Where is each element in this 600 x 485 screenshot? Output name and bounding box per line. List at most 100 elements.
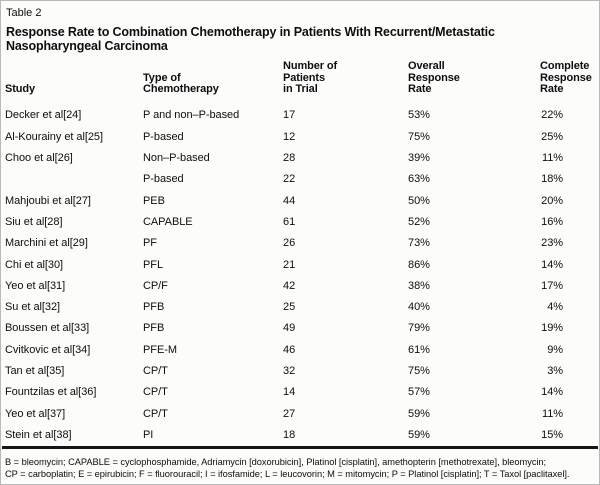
cell-study: Siu et al[28] bbox=[5, 215, 63, 228]
cell-chemotherapy-type: PFE-M bbox=[143, 343, 177, 356]
table-row: Decker et al[24] P and non–P-based 17 53… bbox=[5, 105, 595, 126]
cell-chemotherapy-type: PFB bbox=[143, 301, 165, 314]
cell-patients-in-trial: 42 bbox=[283, 279, 296, 292]
cell-chemotherapy-type: PFL bbox=[143, 258, 164, 271]
cell-chemotherapy-type: CAPABLE bbox=[143, 215, 193, 228]
table-row: Mahjoubi et al[27] PEB 44 50% 20% bbox=[5, 190, 595, 211]
cell-overall-response-rate: 39% bbox=[408, 152, 430, 165]
cell-overall-response-rate: 40% bbox=[408, 301, 430, 314]
cell-study: Stein et al[38] bbox=[5, 428, 72, 441]
cell-chemotherapy-type: PI bbox=[143, 428, 154, 441]
cell-complete-response-rate: 3% bbox=[547, 364, 563, 377]
cell-complete-response-rate: 16% bbox=[541, 215, 563, 228]
cell-overall-response-rate: 63% bbox=[408, 173, 430, 186]
response-rate-table: Study Type of Chemotherapy Number of Pat… bbox=[5, 60, 595, 446]
cell-overall-response-rate: 53% bbox=[408, 109, 430, 122]
cell-patients-in-trial: 18 bbox=[283, 428, 296, 441]
cell-patients-in-trial: 27 bbox=[283, 407, 296, 420]
cell-complete-response-rate: 15% bbox=[541, 428, 563, 441]
cell-study: Tan et al[35] bbox=[5, 364, 65, 377]
table-label: Table 2 bbox=[6, 7, 42, 19]
cell-chemotherapy-type: P-based bbox=[143, 130, 184, 143]
cell-patients-in-trial: 17 bbox=[283, 109, 296, 122]
table-row: P-based 22 63% 18% bbox=[5, 169, 595, 190]
cell-complete-response-rate: 22% bbox=[541, 109, 563, 122]
cell-study: Yeo et al[31] bbox=[5, 279, 66, 292]
cell-study: Marchini et al[29] bbox=[5, 237, 88, 250]
cell-complete-response-rate: 11% bbox=[541, 407, 563, 420]
cell-overall-response-rate: 79% bbox=[408, 322, 430, 335]
cell-study: Al-Kourainy et al[25] bbox=[5, 130, 104, 143]
cell-patients-in-trial: 21 bbox=[283, 258, 296, 271]
column-header-study: Study bbox=[5, 83, 36, 96]
cell-complete-response-rate: 18% bbox=[541, 173, 563, 186]
cell-chemotherapy-type: PEB bbox=[143, 194, 165, 207]
cell-patients-in-trial: 44 bbox=[283, 194, 296, 207]
cell-overall-response-rate: 75% bbox=[408, 364, 430, 377]
table-title: Response Rate to Combination Chemotherap… bbox=[6, 25, 495, 53]
cell-patients-in-trial: 61 bbox=[283, 215, 296, 228]
cell-overall-response-rate: 59% bbox=[408, 428, 430, 441]
cell-complete-response-rate: 14% bbox=[541, 258, 563, 271]
cell-patients-in-trial: 32 bbox=[283, 364, 296, 377]
table-footnotes: B = bleomycin; CAPABLE = cyclophosphamid… bbox=[5, 456, 570, 480]
cell-patients-in-trial: 28 bbox=[283, 152, 296, 165]
table-row: Chi et al[30] PFL 21 86% 14% bbox=[5, 254, 595, 275]
cell-overall-response-rate: 50% bbox=[408, 194, 430, 207]
cell-chemotherapy-type: PFB bbox=[143, 322, 165, 335]
table-row: Boussen et al[33] PFB 49 79% 19% bbox=[5, 318, 595, 339]
cell-patients-in-trial: 14 bbox=[283, 386, 296, 399]
cell-complete-response-rate: 11% bbox=[541, 152, 563, 165]
cell-study: Cvitkovic et al[34] bbox=[5, 343, 91, 356]
table-body: Decker et al[24] P and non–P-based 17 53… bbox=[5, 105, 595, 446]
cell-overall-response-rate: 86% bbox=[408, 258, 430, 271]
table-row: Fountzilas et al[36] CP/T 14 57% 14% bbox=[5, 382, 595, 403]
table-row: Marchini et al[29] PF 26 73% 23% bbox=[5, 233, 595, 254]
table-row: Tan et al[35] CP/T 32 75% 3% bbox=[5, 360, 595, 381]
table-row: Choo et al[26] Non–P-based 28 39% 11% bbox=[5, 147, 595, 168]
cell-overall-response-rate: 73% bbox=[408, 237, 430, 250]
cell-chemotherapy-type: P and non–P-based bbox=[143, 109, 240, 122]
cell-complete-response-rate: 17% bbox=[541, 279, 563, 292]
cell-chemotherapy-type: CP/T bbox=[143, 364, 168, 377]
cell-patients-in-trial: 49 bbox=[283, 322, 296, 335]
cell-study: Yeo et al[37] bbox=[5, 407, 66, 420]
table-row: Su et al[32] PFB 25 40% 4% bbox=[5, 296, 595, 317]
cell-complete-response-rate: 20% bbox=[541, 194, 563, 207]
cell-overall-response-rate: 75% bbox=[408, 130, 430, 143]
cell-study: Choo et al[26] bbox=[5, 152, 73, 165]
cell-overall-response-rate: 61% bbox=[408, 343, 430, 356]
cell-patients-in-trial: 22 bbox=[283, 173, 296, 186]
cell-study: Mahjoubi et al[27] bbox=[5, 194, 91, 207]
cell-patients-in-trial: 25 bbox=[283, 301, 296, 314]
cell-chemotherapy-type: CP/T bbox=[143, 386, 168, 399]
cell-complete-response-rate: 19% bbox=[541, 322, 563, 335]
cell-complete-response-rate: 23% bbox=[541, 237, 563, 250]
cell-chemotherapy-type: Non–P-based bbox=[143, 152, 210, 165]
table-row: Yeo et al[31] CP/F 42 38% 17% bbox=[5, 275, 595, 296]
cell-study bbox=[5, 169, 143, 190]
cell-study: Su et al[32] bbox=[5, 301, 61, 314]
cell-chemotherapy-type: CP/T bbox=[143, 407, 168, 420]
header-row: Study Type of Chemotherapy Number of Pat… bbox=[5, 60, 595, 105]
cell-overall-response-rate: 57% bbox=[408, 386, 430, 399]
table-row: Yeo et al[37] CP/T 27 59% 11% bbox=[5, 403, 595, 424]
cell-complete-response-rate: 4% bbox=[547, 301, 563, 314]
cell-patients-in-trial: 12 bbox=[283, 130, 296, 143]
cell-study: Decker et al[24] bbox=[5, 109, 82, 122]
cell-study: Chi et al[30] bbox=[5, 258, 64, 271]
table-row: Cvitkovic et al[34] PFE-M 46 61% 9% bbox=[5, 339, 595, 360]
cell-overall-response-rate: 59% bbox=[408, 407, 430, 420]
cell-overall-response-rate: 38% bbox=[408, 279, 430, 292]
column-header-chemotherapy-type: Type of Chemotherapy bbox=[143, 71, 219, 96]
cell-chemotherapy-type: CP/F bbox=[143, 279, 168, 292]
cell-patients-in-trial: 26 bbox=[283, 237, 296, 250]
cell-patients-in-trial: 46 bbox=[283, 343, 296, 356]
table-row: Siu et al[28] CAPABLE 61 52% 16% bbox=[5, 211, 595, 232]
column-header-patients-in-trial: Number of Patients in Trial bbox=[283, 60, 338, 96]
table-row: Stein et al[38] PI 18 59% 15% bbox=[5, 424, 595, 445]
table-row: Al-Kourainy et al[25] P-based 12 75% 25% bbox=[5, 126, 595, 147]
footnote-line: CP = carboplatin; E = epirubicin; F = fl… bbox=[5, 469, 570, 479]
column-header-overall-response-rate: Overall Response Rate bbox=[408, 60, 460, 96]
